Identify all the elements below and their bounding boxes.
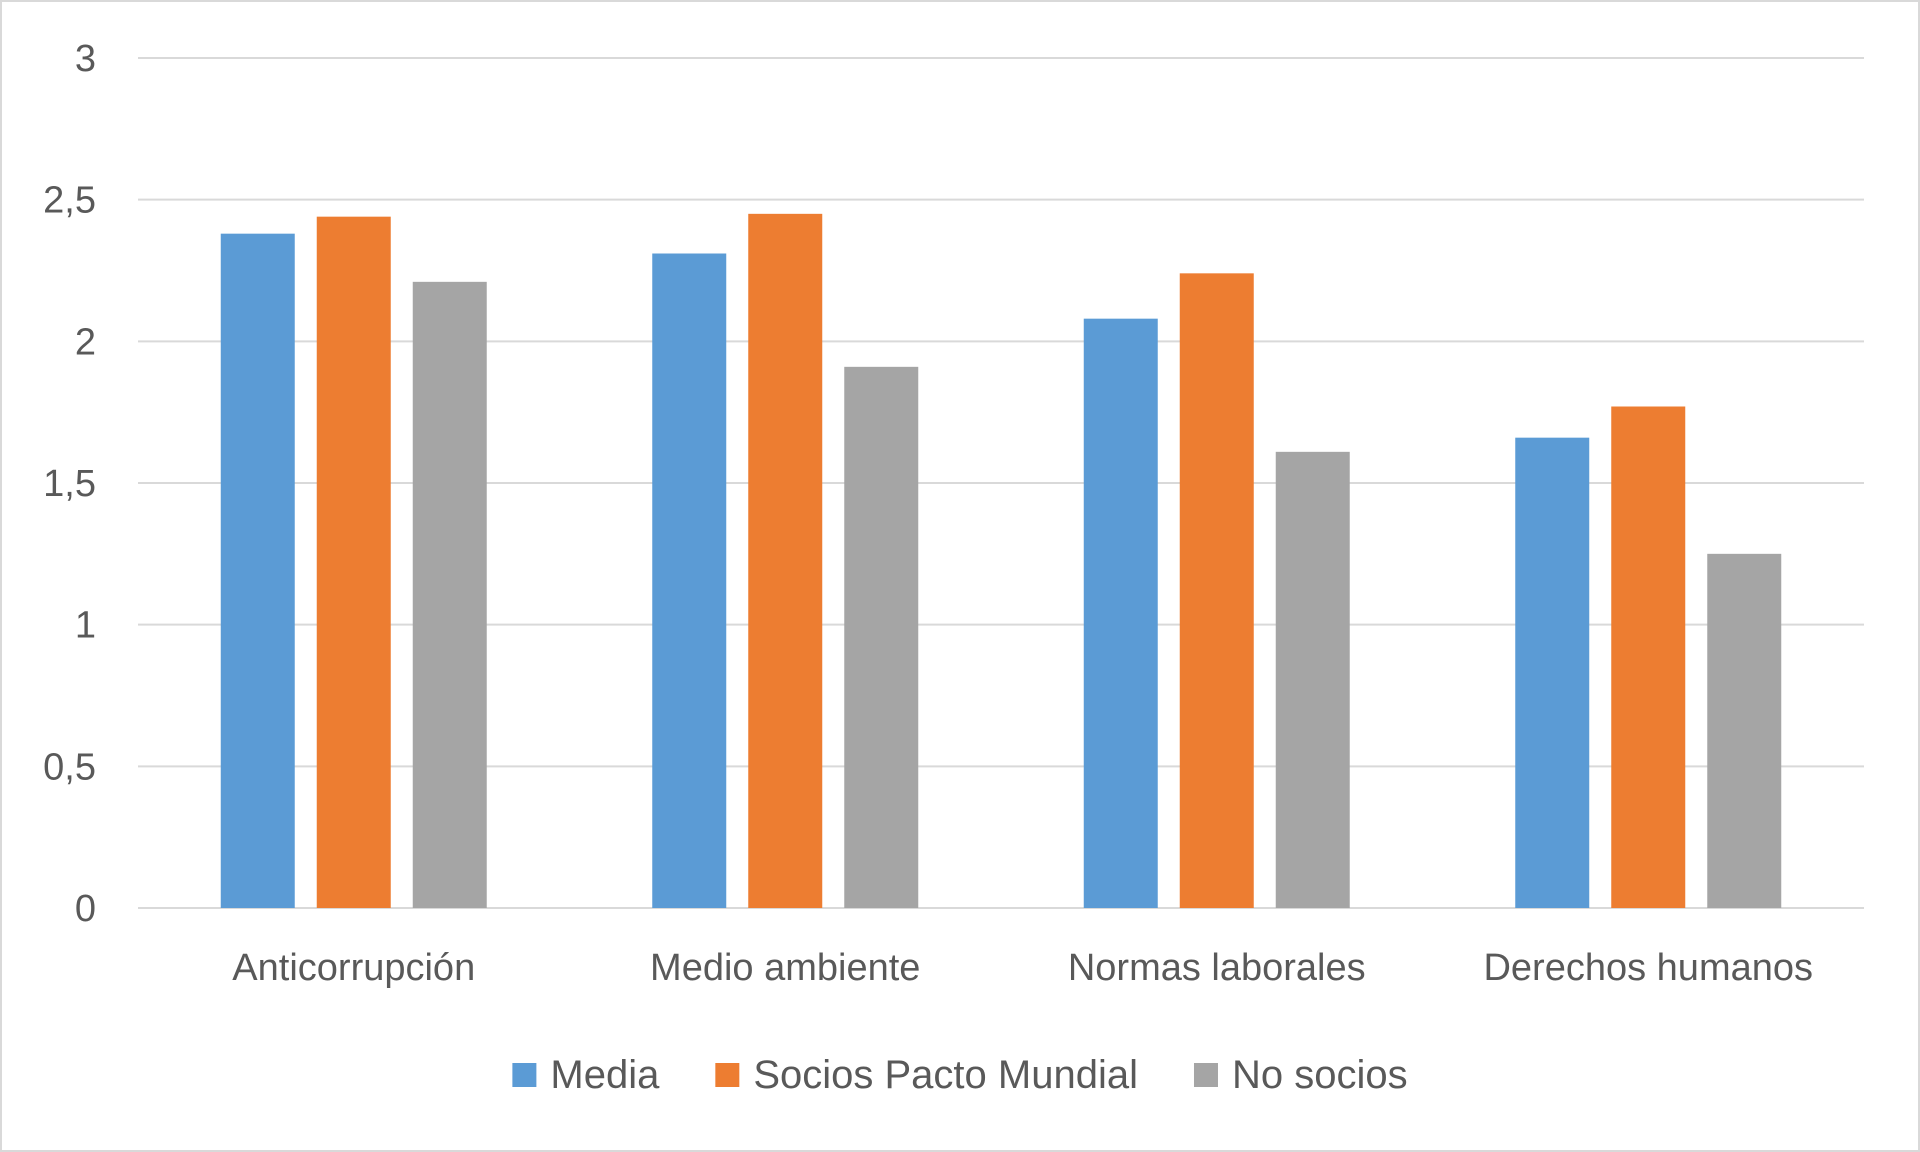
legend-swatch [512, 1063, 537, 1087]
y-tick-label: 2,5 [43, 180, 96, 222]
gridlines [138, 57, 1864, 909]
legend-label: No socios [1232, 1053, 1408, 1097]
bar [1179, 273, 1254, 908]
legend-label: Socios Pacto Mundial [753, 1053, 1138, 1097]
bar [220, 233, 295, 908]
legend-label: Media [550, 1053, 660, 1097]
bar [1611, 406, 1686, 908]
legend-swatch [715, 1063, 740, 1087]
bar [748, 213, 823, 909]
x-category-label: Medio ambiente [650, 947, 920, 989]
bar [1515, 437, 1590, 908]
bar [1083, 318, 1158, 909]
y-tick-label: 0,5 [43, 746, 96, 788]
bar [1707, 553, 1782, 908]
x-category-label: Normas laborales [1068, 947, 1366, 989]
y-tick-label: 1 [75, 605, 96, 647]
x-category-label: Derechos humanos [1483, 947, 1813, 989]
x-category-label: Anticorrupción [232, 947, 475, 989]
bar [844, 366, 919, 908]
y-axis-tick-labels: 0 0,5 1 1,5 2 2,5 3 [43, 38, 96, 930]
bar [316, 216, 391, 908]
y-tick-label: 1,5 [43, 463, 96, 505]
bar [652, 253, 727, 908]
y-tick-label: 3 [75, 38, 96, 80]
bar [412, 281, 487, 908]
legend: Media Socios Pacto Mundial No socios [512, 1053, 1408, 1097]
legend-swatch [1193, 1063, 1218, 1087]
bars [220, 213, 1782, 909]
y-tick-label: 2 [75, 321, 96, 363]
bar [1275, 451, 1350, 908]
y-tick-label: 0 [75, 888, 96, 930]
x-axis-category-labels: Anticorrupción Medio ambiente Normas labor… [232, 947, 1813, 989]
